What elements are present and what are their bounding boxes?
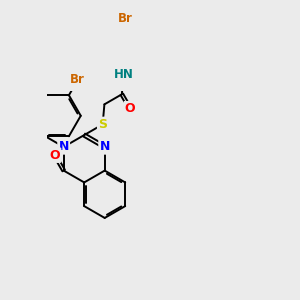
Text: O: O: [125, 102, 135, 115]
Text: HN: HN: [114, 68, 134, 81]
Text: N: N: [58, 140, 69, 153]
Text: Br: Br: [70, 74, 85, 86]
Text: N: N: [100, 140, 110, 153]
Text: O: O: [50, 149, 60, 162]
Text: Br: Br: [118, 12, 133, 25]
Text: S: S: [98, 118, 107, 131]
